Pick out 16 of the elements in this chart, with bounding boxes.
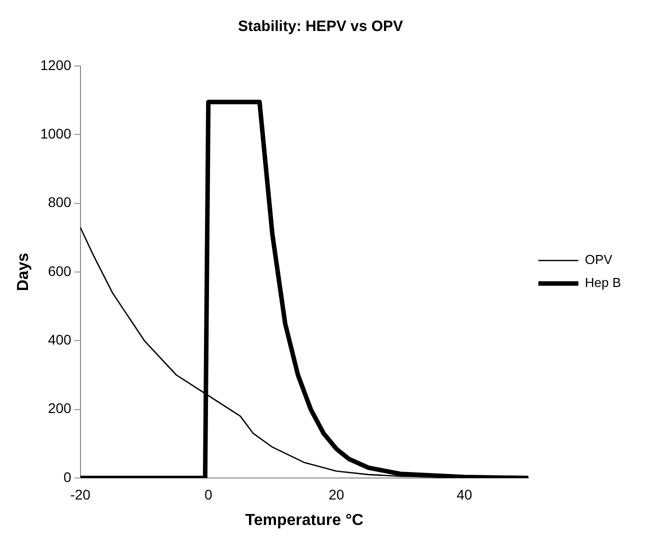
- legend-label: Hep B: [584, 275, 622, 290]
- y-tick-label: 1000: [40, 126, 72, 142]
- x-tick-label: -20: [70, 486, 91, 502]
- legend-label: OPV: [584, 252, 613, 268]
- x-tick-label: 40: [456, 486, 472, 502]
- x-axis-title: Temperature °C: [245, 512, 364, 529]
- y-tick-label: 600: [48, 262, 72, 279]
- x-tick-label: 0: [204, 486, 212, 502]
- y-tick-label: 400: [48, 332, 72, 348]
- x-tick-label: 20: [328, 486, 344, 502]
- y-axis-title: Days: [15, 252, 32, 292]
- y-tick-label: 200: [48, 400, 72, 416]
- y-tick-label: 1200: [40, 56, 72, 73]
- chart-title: Stability: HEPV vs OPV: [238, 18, 404, 36]
- y-tick-label: 800: [48, 194, 72, 210]
- y-tick-label: 0: [64, 468, 72, 485]
